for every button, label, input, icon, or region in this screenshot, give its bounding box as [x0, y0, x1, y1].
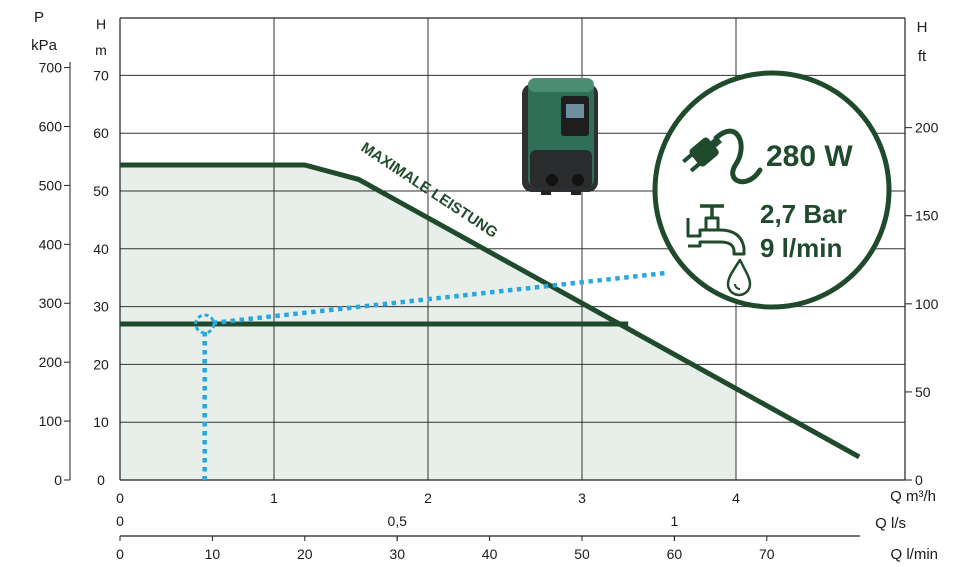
ls-tick-label: 0: [116, 513, 124, 529]
m3h-tick-label: 4: [732, 490, 740, 506]
pressure-tick-label: 300: [39, 295, 63, 311]
x-axis-ls-label: Q l/s: [875, 515, 906, 532]
head-m-axis-unit: m: [95, 42, 107, 58]
head-ft-axis-symbol: H: [917, 19, 928, 36]
pressure-tick-label: 600: [39, 118, 63, 134]
pressure-value: 2,7 Bar: [760, 199, 847, 229]
head-m-tick-label: 30: [93, 299, 109, 315]
ls-tick-label: 1: [671, 513, 679, 529]
head-m-axis-symbol: H: [96, 16, 106, 32]
lmin-tick-label: 10: [205, 546, 221, 562]
m3h-tick-label: 1: [270, 490, 278, 506]
lmin-tick-label: 50: [574, 546, 590, 562]
lmin-tick-label: 0: [116, 546, 124, 562]
power-value: 280 W: [766, 140, 853, 173]
pressure-axis-symbol: P: [34, 9, 44, 26]
lmin-tick-label: 60: [667, 546, 683, 562]
pressure-axis-unit: kPa: [31, 37, 58, 54]
operating-point-marker: [194, 313, 216, 335]
x-axis-m3h-label: Q m³/h: [890, 488, 936, 505]
info-badge: 280 W 2,7 Bar 9 l/min: [652, 70, 892, 310]
m3h-tick-label: 2: [424, 490, 432, 506]
m3h-tick-label: 3: [578, 490, 586, 506]
operating-point-leader: [212, 270, 667, 326]
ft-tick-label: 150: [915, 208, 939, 224]
m3h-tick-label: 0: [116, 490, 124, 506]
pump-device-icon: [522, 78, 598, 195]
lmin-tick-label: 70: [759, 546, 775, 562]
head-m-tick-label: 70: [93, 67, 109, 83]
head-m-tick-label: 10: [93, 414, 109, 430]
head-m-tick-label: 40: [93, 241, 109, 257]
pressure-tick-label: 500: [39, 177, 63, 193]
ft-tick-label: 0: [915, 472, 923, 488]
pressure-tick-label: 200: [39, 354, 63, 370]
head-m-tick-label: 50: [93, 183, 109, 199]
pressure-tick-label: 0: [54, 472, 62, 488]
head-m-tick-label: 60: [93, 125, 109, 141]
ft-tick-label: 100: [915, 296, 939, 312]
pressure-tick-label: 700: [39, 60, 63, 76]
head-m-tick-label: 20: [93, 356, 109, 372]
faucet-icon: [686, 204, 752, 297]
ft-tick-label: 200: [915, 120, 939, 136]
head-m-tick-label: 0: [97, 472, 105, 488]
axes: 0102030405060700100200300400500600700050…: [39, 17, 939, 562]
head-ft-axis-unit: ft: [918, 48, 927, 65]
flow-value: 9 l/min: [760, 233, 842, 263]
x-axis-lmin-label: Q l/min: [890, 546, 938, 563]
plug-icon: [682, 128, 763, 185]
max-performance-curve: [120, 162, 861, 460]
ls-tick-label: 0,5: [387, 513, 407, 529]
lmin-tick-label: 20: [297, 546, 313, 562]
pressure-tick-label: 100: [39, 413, 63, 429]
ft-tick-label: 50: [915, 384, 931, 400]
lmin-tick-label: 40: [482, 546, 498, 562]
lmin-tick-label: 30: [389, 546, 405, 562]
pressure-tick-label: 400: [39, 236, 63, 252]
